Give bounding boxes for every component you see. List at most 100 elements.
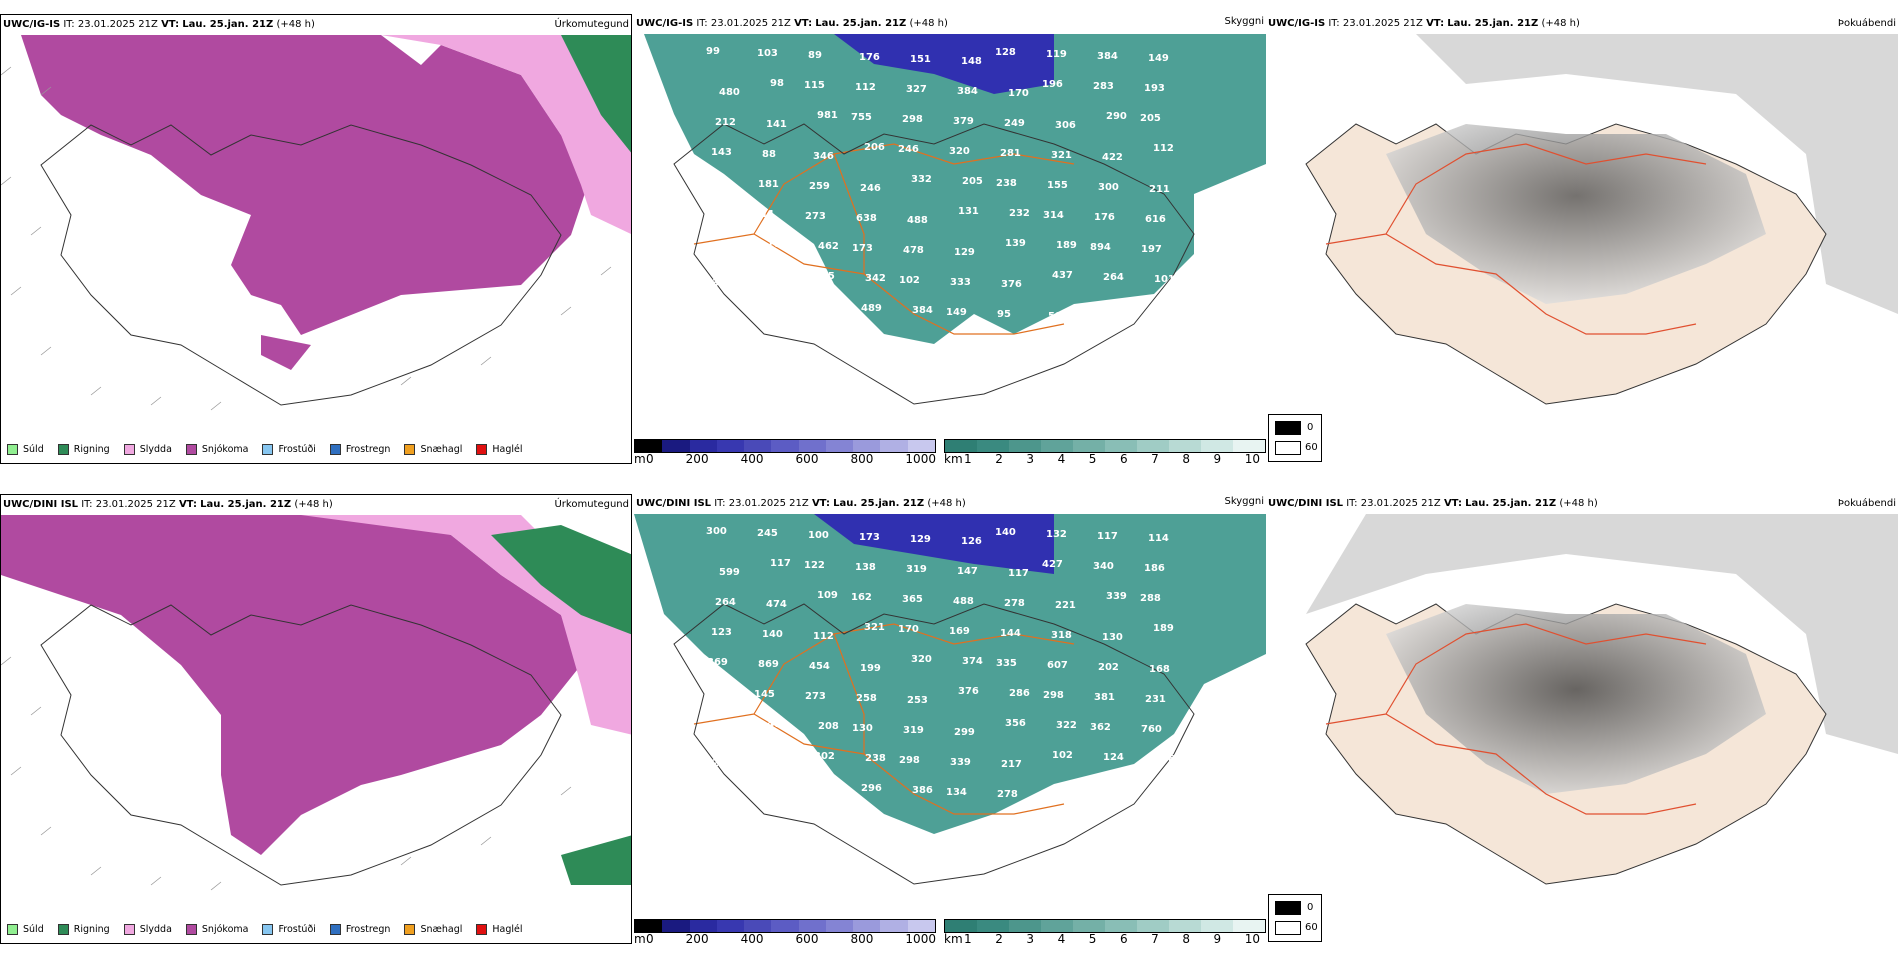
colorbar-segment [1105,440,1137,452]
legend-item: Súld [7,444,44,455]
cloud-base-value: 376 [958,686,979,697]
legend-item: Frostúði [262,444,316,455]
cloud-base-value: 478 [903,245,924,256]
cloud-base-value: 306 [1055,120,1076,131]
cloud-base-value: 170 [720,687,741,698]
colorbar-segment [907,920,935,932]
cloud-base-value: 253 [907,695,928,706]
cloud-base-value: 129 [910,534,931,545]
cloud-base-value: 170 [810,792,831,803]
cloud-base-value: 300 [1098,182,1119,193]
cloud-base-value: 117 [1097,531,1118,542]
cloud-base-value: 339 [1106,591,1127,602]
cloud-base-map: 300 245 100 173 129 126 140 132 117 114 599 117 122 1… [634,514,1266,899]
rain-patch [561,835,631,885]
colorbar-segment [907,440,935,452]
cloud-base-value-labels: 99 103 89 176 151 148 128 119 384 149 480 98 115 112 3… [706,46,1175,323]
cloud-base-value: 181 [758,179,779,190]
cloud-base-value: 112 [813,631,834,642]
cloud-base-value: 155 [1047,180,1068,191]
cloud-base-value: 332 [911,174,932,185]
cloud-base-value: 273 [805,211,826,222]
cloud-base-value: 162 [851,592,872,603]
cloud-base-value: 245 [757,528,778,539]
coastline [673,123,1195,405]
colorbar-segment [716,440,745,452]
coastline [40,124,562,406]
sleet-area [381,35,631,235]
colorbar-segment [977,440,1009,452]
colorbar-segment [853,440,881,452]
visibility-unit: km [944,932,963,946]
legend-label: 60 [1305,442,1318,453]
cloud-base-value: 170 [898,624,919,635]
cloud-base-value: 314 [1043,210,1064,221]
colorbar-segment [635,440,663,452]
cloud-base-value: 134 [946,787,967,798]
panel-title: Þokuábendi [1837,18,1896,29]
cloud-base-value: 131 [958,206,979,217]
cloud-base-panel-top: UWC/IG-IS IT: 23.01.2025 21Z VT: Lau. 25… [634,14,1266,479]
legend-item: Snjókoma [185,924,248,935]
cloud-base-value: 189 [1056,240,1077,251]
cloud-base-value: 103 [757,48,778,59]
legend-swatch-light [1275,441,1301,455]
colorbar-segment [771,920,799,932]
cloud-base-value: 119 [1046,49,1067,60]
legend-item: Slydda [123,924,172,935]
sea-shading [1416,34,1898,314]
cloud-base-value: 356 [1005,718,1026,729]
panel-header: UWC/IG-IS IT: 23.01.2025 21Z VT: Lau. 25… [1268,18,1580,29]
panel-title: Skyggni [1224,16,1264,27]
cloud-base-value: 238 [865,753,886,764]
colorbar-segment [1009,440,1041,452]
legend-swatch [262,444,274,455]
colorbar-segment [880,920,908,932]
cloud-base-value: 437 [1052,270,1073,281]
colorbar-segment [1169,440,1201,452]
panel-header: UWC/IG-IS IT: 23.01.2025 21Z VT: Lau. 25… [3,19,315,30]
coastline [40,604,562,886]
legend-item: Frostúði [262,924,316,935]
cloud-base-value: 206 [864,142,885,153]
legend-swatch [404,444,416,455]
cloud-base-value: 623 [708,308,729,319]
cloud-base-value: 379 [953,116,974,127]
cloud-base-value: 138 [855,562,876,573]
low-visibility-area [644,34,1266,344]
ceiling-unit: m [634,452,646,466]
cloud-base-value: 65 [721,818,735,829]
legend-item: Slydda [123,444,172,455]
cloud-base-value: 291 [720,207,741,218]
cloud-base-value: 327 [906,84,927,95]
precip-type-map [1,35,631,420]
cloud-base-value: 332 [810,312,831,323]
legend-item: Rigning [57,924,110,935]
roads [693,143,1075,335]
cloud-base-value: 269 [716,728,737,739]
cloud-base-value: 211 [1149,184,1170,195]
cloud-base-value: 315 [708,788,729,799]
cloud-base-value: 489 [861,303,882,314]
legend-swatch [57,444,69,455]
cloud-base-value: 115 [804,80,825,91]
colorbar-segment [1073,440,1105,452]
legend-swatch-light [1275,921,1301,935]
legend-swatch [262,924,274,935]
cloud-base-value: 202 [1098,662,1119,673]
cloud-base-value: 346 [813,151,834,162]
cloud-base-value: 151 [763,760,784,771]
cloud-base-value: 186 [1144,563,1165,574]
cloud-base-value: 427 [1042,559,1063,570]
snow-area [21,35,591,335]
cloud-base-value: 232 [1009,208,1030,219]
cloud-base-value: 322 [1056,720,1077,731]
low-cloud-band [834,34,1054,94]
cloud-base-value: 114 [1148,533,1169,544]
snow-area [1,515,581,855]
cloud-base-value: 480 [719,87,740,98]
colorbar-segment [825,440,854,452]
cloud-base-value: 212 [715,117,736,128]
cloud-base-value: 298 [899,755,920,766]
colorbar-segment [771,440,799,452]
